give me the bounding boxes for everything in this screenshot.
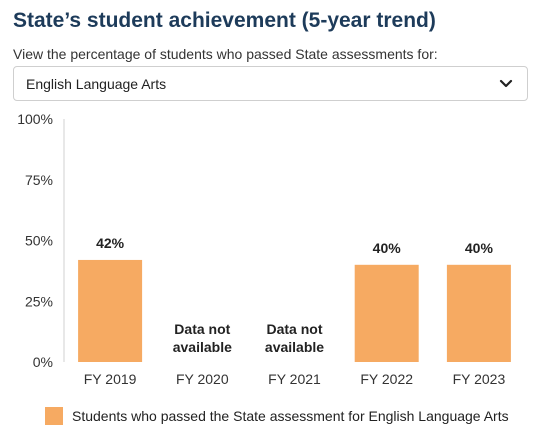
- x-tick-label: FY 2019: [84, 371, 137, 387]
- x-tick-label: FY 2022: [360, 371, 413, 387]
- y-tick-label: 75%: [25, 172, 53, 188]
- data-label: 42%: [96, 235, 125, 251]
- legend-label: Students who passed the State assessment…: [72, 408, 509, 424]
- legend-swatch: [45, 407, 63, 425]
- page-title: State’s student achievement (5-year tren…: [13, 9, 436, 32]
- bar: [446, 264, 511, 362]
- y-tick-label: 100%: [17, 111, 53, 127]
- data-label: 40%: [465, 240, 494, 256]
- x-tick-label: FY 2023: [453, 371, 506, 387]
- subject-select-value: English Language Arts: [26, 76, 167, 92]
- y-tick-label: 50%: [25, 233, 53, 249]
- chevron-down-icon: [499, 79, 513, 88]
- bar: [354, 264, 419, 362]
- legend: Students who passed the State assessment…: [45, 406, 509, 426]
- bar: [78, 259, 143, 362]
- data-label: 40%: [373, 240, 402, 256]
- data-label: Data not available: [173, 321, 232, 355]
- y-tick-label: 25%: [25, 293, 53, 309]
- x-tick-label: FY 2021: [268, 371, 321, 387]
- x-tick-label: FY 2020: [176, 371, 229, 387]
- subject-select[interactable]: English Language Arts: [13, 66, 528, 101]
- select-prompt: View the percentage of students who pass…: [13, 46, 438, 62]
- y-tick-label: 0%: [33, 354, 53, 370]
- data-label: Data not available: [265, 321, 324, 355]
